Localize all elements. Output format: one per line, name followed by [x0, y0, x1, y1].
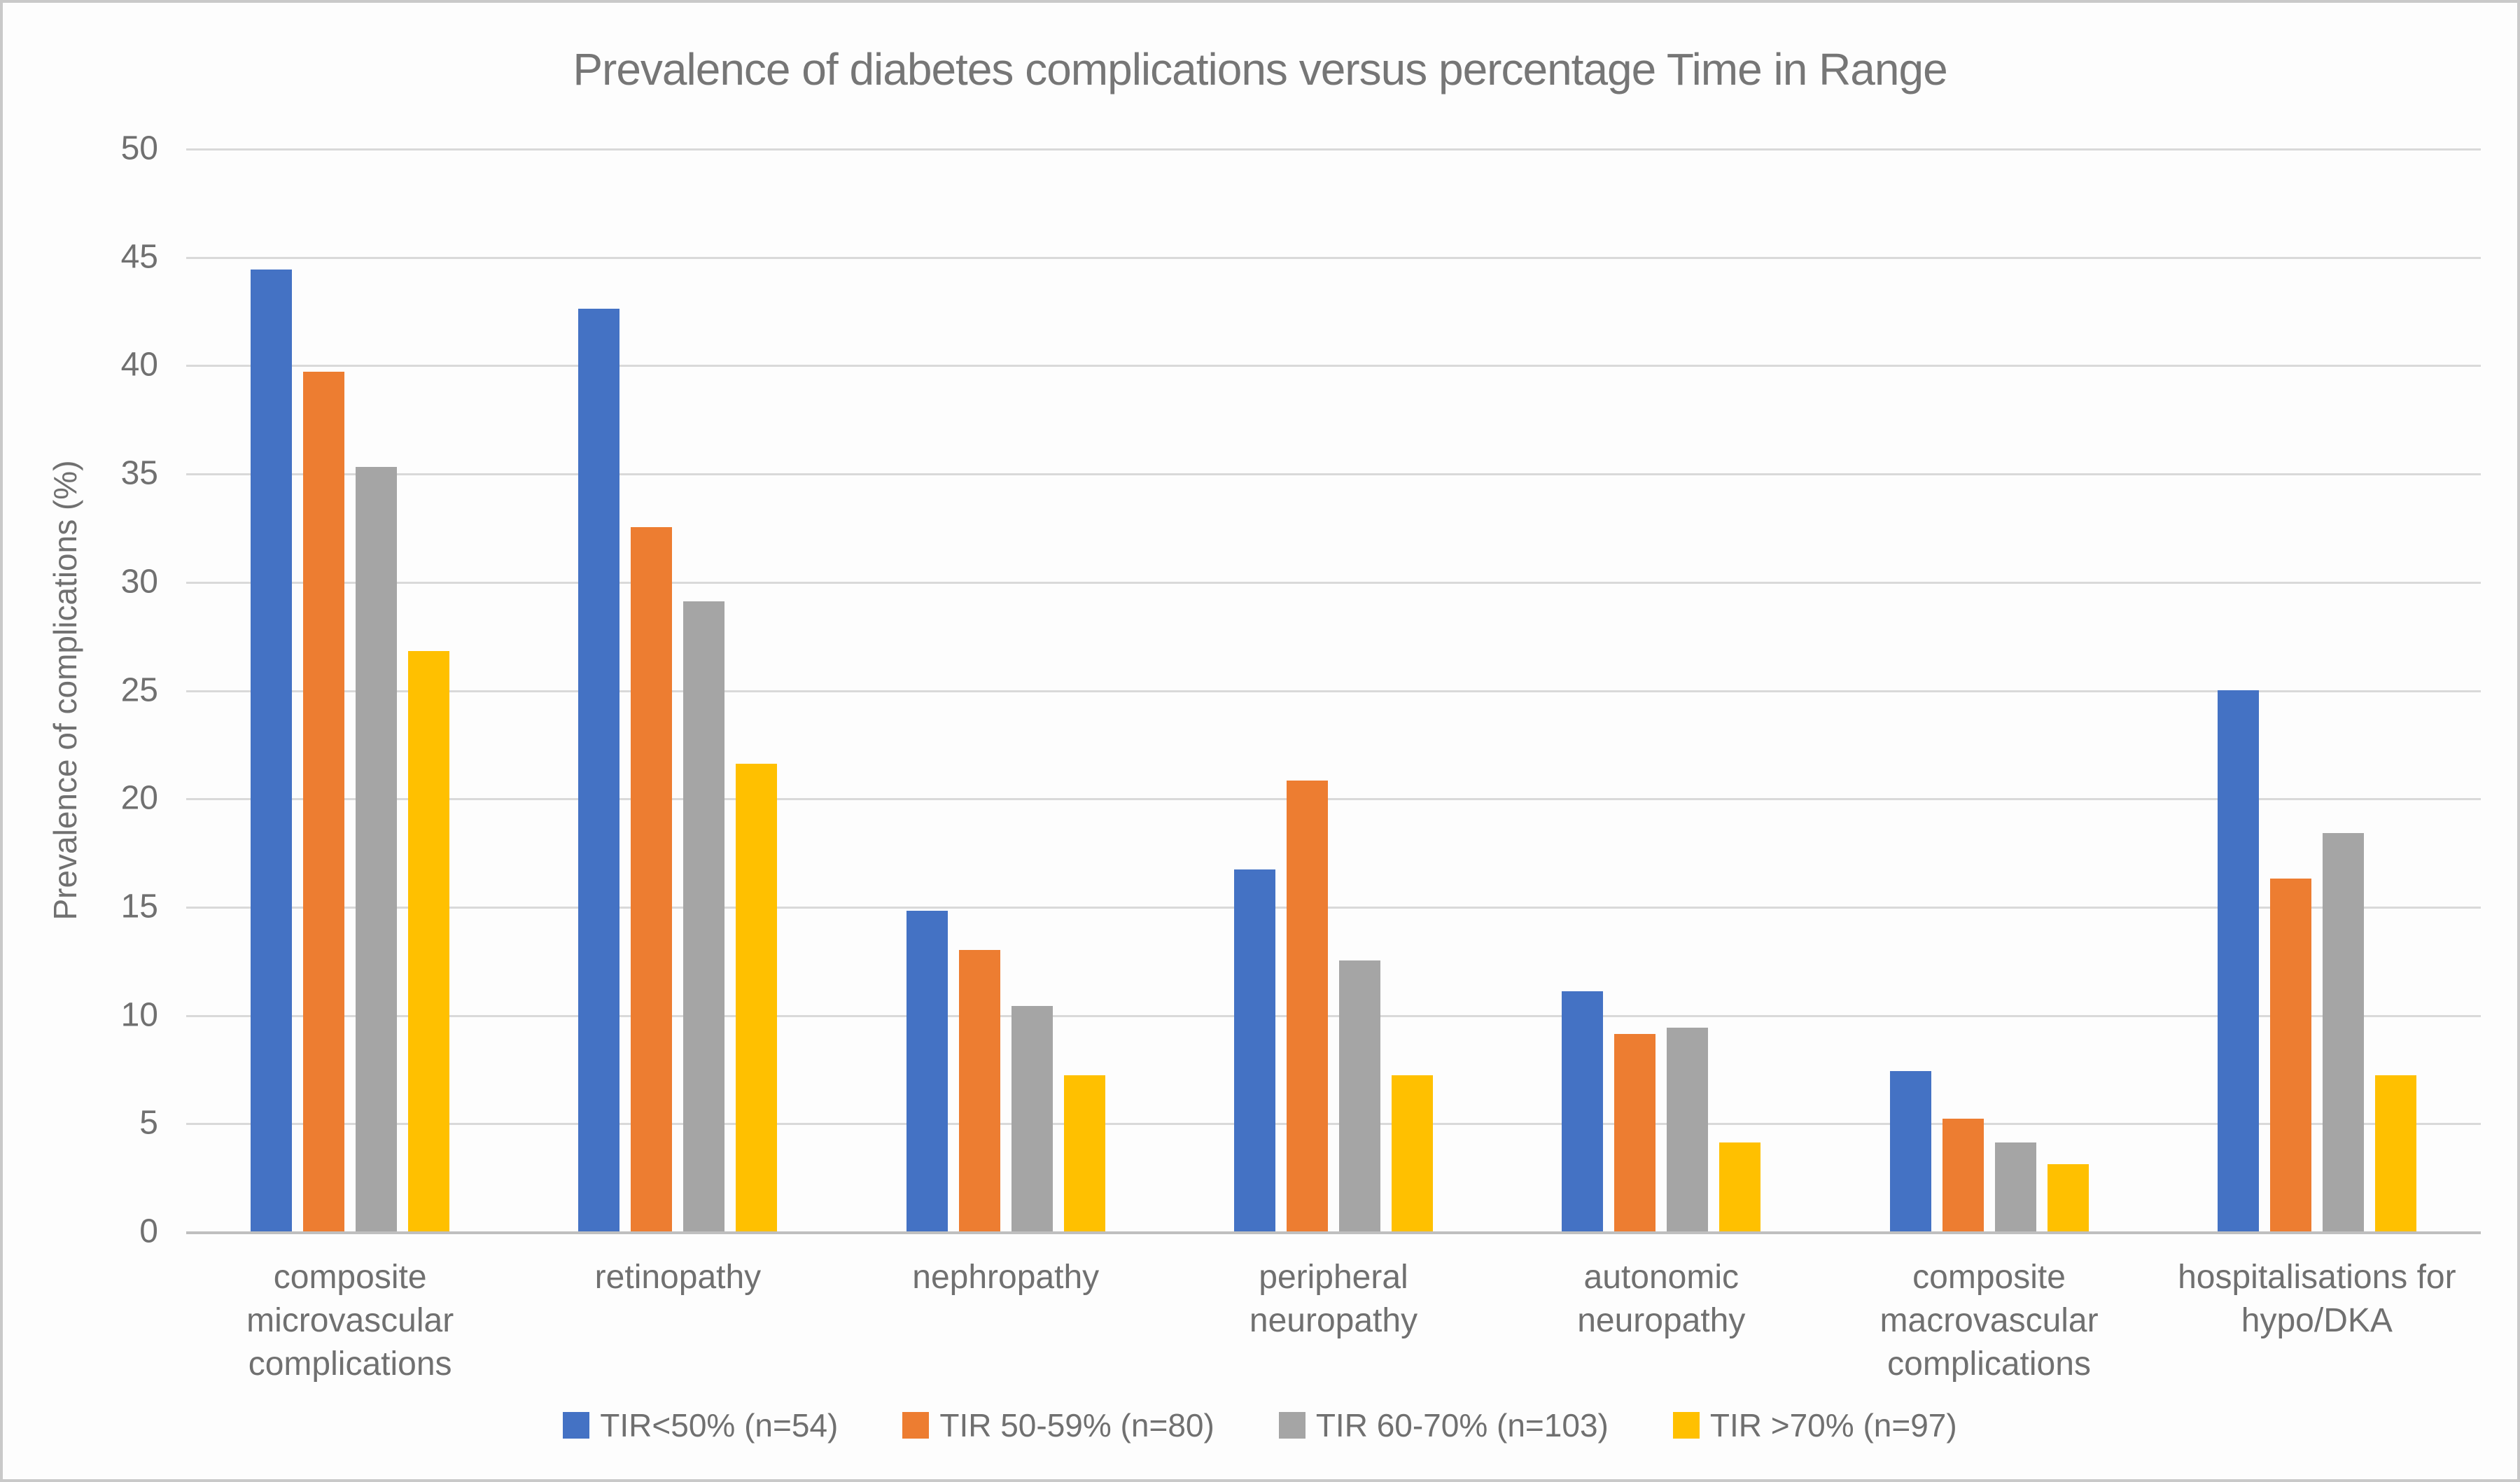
bar — [1942, 1119, 1984, 1231]
gridline — [186, 581, 2481, 584]
bar-group — [1497, 148, 1825, 1231]
gridline — [186, 1123, 2481, 1126]
bar — [1338, 960, 1380, 1231]
legend-item: TIR 50-59% (n=80) — [902, 1406, 1214, 1444]
bar-group — [2153, 148, 2481, 1231]
x-category-label-line: complications — [1887, 1345, 2091, 1383]
bar — [736, 763, 778, 1231]
y-tick-label: 30 — [120, 563, 158, 601]
bar — [958, 949, 1000, 1231]
bar — [2322, 832, 2364, 1231]
bar — [1233, 869, 1275, 1231]
bar — [1719, 1142, 1761, 1231]
y-tick-label: 15 — [120, 888, 158, 925]
x-category-label-line: complications — [248, 1345, 452, 1383]
legend-swatch-icon — [1672, 1412, 1700, 1439]
x-category-label-line: neuropathy — [1577, 1302, 1746, 1339]
bar — [251, 270, 293, 1231]
bar-group — [1825, 148, 2152, 1231]
x-category-label-line: macrovascular — [1879, 1302, 2099, 1339]
x-category-label-line: autonomic — [1583, 1259, 1740, 1296]
legend-swatch-icon — [563, 1412, 590, 1439]
bar — [2269, 878, 2311, 1231]
x-category-label: nephropathy — [842, 1256, 1170, 1299]
x-category-label: composite microvascular complications — [186, 1256, 514, 1386]
x-category-label-line: nephropathy — [912, 1259, 1100, 1296]
legend-label: TIR<50% (n=54) — [600, 1407, 839, 1443]
x-category-label-line: hospitalisations for — [2178, 1259, 2456, 1296]
bar-group — [514, 148, 841, 1231]
x-category-label-line: microvascular — [246, 1302, 454, 1339]
bar — [1667, 1028, 1709, 1231]
x-category-label-line: peripheral — [1259, 1259, 1408, 1296]
gridline — [186, 256, 2481, 259]
y-tick-label: 20 — [120, 779, 158, 817]
x-category-label-line: composite — [1912, 1259, 2066, 1296]
y-tick-label: 40 — [120, 346, 158, 384]
bar — [1562, 991, 1604, 1231]
x-category-label: autonomic neuropathy — [1497, 1256, 1825, 1343]
bar — [1994, 1142, 2036, 1231]
bar — [1063, 1075, 1105, 1231]
bar-group — [842, 148, 1170, 1231]
gridline — [186, 1014, 2481, 1017]
bar — [631, 527, 673, 1231]
bar — [1391, 1075, 1433, 1231]
bar — [1614, 1034, 1656, 1231]
legend-item: TIR<50% (n=54) — [563, 1406, 838, 1444]
chart-title: Prevalence of diabetes complications ver… — [573, 44, 1947, 95]
legend-swatch-icon — [1278, 1412, 1306, 1439]
y-tick-label: 10 — [120, 996, 158, 1034]
x-category-label-line: retinopathy — [594, 1259, 762, 1296]
legend-label: TIR >70% (n=97) — [1709, 1407, 1957, 1443]
gridline — [186, 365, 2481, 368]
x-category-label-line: neuropathy — [1249, 1302, 1418, 1339]
x-category-label-line: hypo/DKA — [2241, 1302, 2393, 1339]
plot-area — [186, 148, 2481, 1234]
legend-item: TIR 60-70% (n=103) — [1278, 1406, 1609, 1444]
bar — [1011, 1006, 1053, 1231]
legend-swatch-icon — [902, 1412, 930, 1439]
y-tick-label: 5 — [139, 1104, 158, 1142]
y-tick-label: 35 — [120, 454, 158, 492]
y-tick-label: 0 — [139, 1212, 158, 1250]
gridline — [186, 690, 2481, 692]
x-category-label: retinopathy — [514, 1256, 841, 1299]
x-category-label: composite macrovascular complications — [1825, 1256, 2152, 1386]
bar — [2217, 690, 2259, 1231]
bar-group — [186, 148, 514, 1231]
legend-label: TIR 50-59% (n=80) — [939, 1407, 1214, 1443]
x-category-label-line: composite — [273, 1259, 427, 1296]
gridline — [186, 148, 2481, 151]
bar — [1889, 1071, 1931, 1231]
bar — [303, 371, 345, 1231]
bar — [356, 466, 398, 1231]
y-tick-label: 25 — [120, 671, 158, 708]
gridline — [186, 906, 2481, 909]
y-tick-label: 50 — [120, 130, 158, 167]
bar — [906, 911, 948, 1231]
bar — [683, 601, 725, 1231]
bar — [2374, 1075, 2416, 1231]
x-category-label: peripheral neuropathy — [1170, 1256, 1497, 1343]
legend-label: TIR 60-70% (n=103) — [1315, 1407, 1609, 1443]
legend: TIR<50% (n=54) TIR 50-59% (n=80) TIR 60-70… — [3, 1406, 2517, 1444]
gridline — [186, 473, 2481, 476]
y-tick-label: 45 — [120, 238, 158, 276]
x-category-label: hospitalisations for hypo/DKA — [2153, 1256, 2481, 1343]
bar-group — [1170, 148, 1497, 1231]
bar — [2047, 1164, 2089, 1231]
bar — [578, 308, 620, 1231]
gridline — [186, 798, 2481, 801]
bar — [408, 650, 450, 1231]
bar — [1286, 781, 1328, 1231]
x-axis-line — [186, 1231, 2481, 1234]
legend-item: TIR >70% (n=97) — [1672, 1406, 1957, 1444]
